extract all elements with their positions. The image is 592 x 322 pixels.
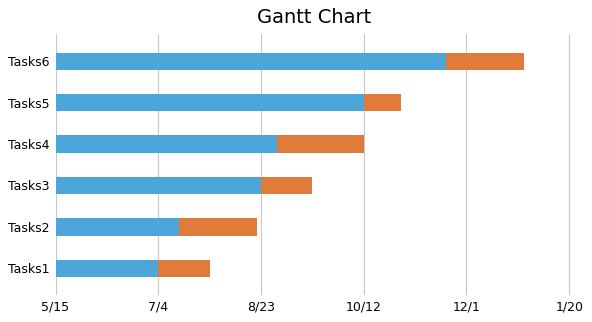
- Title: Gantt Chart: Gantt Chart: [258, 8, 372, 27]
- Bar: [261, 177, 313, 194]
- Bar: [56, 218, 179, 235]
- Bar: [56, 53, 446, 70]
- Bar: [56, 260, 158, 277]
- Bar: [278, 136, 363, 153]
- Bar: [158, 260, 210, 277]
- Bar: [363, 94, 401, 111]
- Bar: [56, 136, 278, 153]
- Bar: [56, 177, 261, 194]
- Bar: [179, 218, 257, 235]
- Bar: [56, 94, 363, 111]
- Bar: [446, 53, 524, 70]
